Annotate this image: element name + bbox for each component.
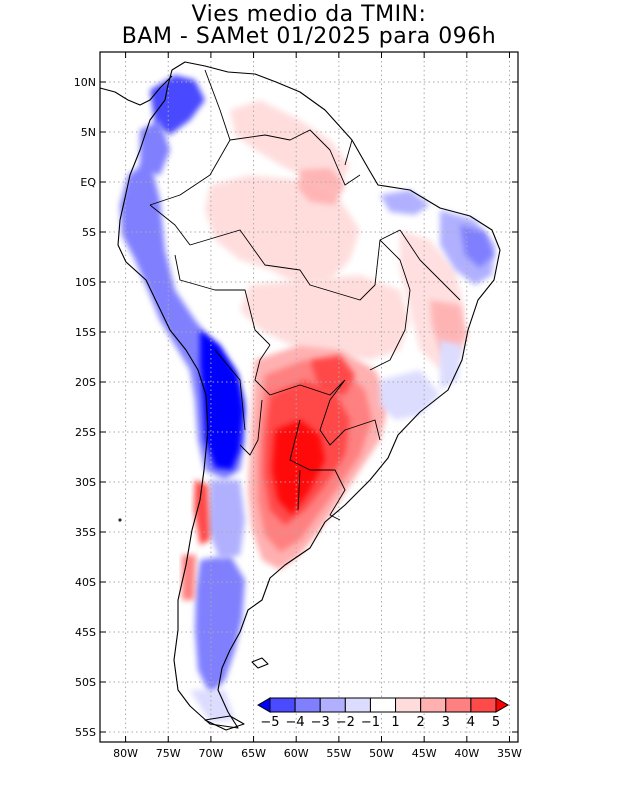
lat-tick-label: 15S bbox=[75, 326, 96, 339]
lat-tick-label: 5N bbox=[81, 126, 96, 139]
lat-tick-label: 10N bbox=[74, 76, 96, 89]
colorbar-label: 1 bbox=[391, 715, 399, 730]
lon-tick-label: 60W bbox=[284, 747, 309, 760]
lon-tick-label: 80W bbox=[113, 747, 138, 760]
colorbar-label: 3 bbox=[442, 715, 450, 730]
lat-tick-label: 30S bbox=[75, 476, 96, 489]
coastline-and-borders bbox=[99, 61, 501, 731]
colorbar-label: 4 bbox=[467, 715, 475, 730]
colorbar-arrow-high bbox=[495, 697, 509, 713]
lon-tick-label: 70W bbox=[198, 747, 223, 760]
bias-field bbox=[118, 62, 500, 728]
plot-frame bbox=[99, 51, 519, 743]
lat-tick-label: 50S bbox=[75, 676, 96, 689]
colorbar-box bbox=[319, 697, 346, 713]
map-title-line-1: Vies medio da TMIN: bbox=[191, 2, 427, 27]
colorbar-box bbox=[269, 697, 296, 713]
small-island bbox=[118, 518, 122, 522]
colorbar-label: −3 bbox=[311, 715, 330, 730]
country-borders bbox=[149, 69, 461, 521]
lat-tick-label: 40S bbox=[75, 576, 96, 589]
lat-tick-label: 5S bbox=[82, 226, 96, 239]
colorbar-label: −2 bbox=[336, 715, 355, 730]
lon-tick-label: 65W bbox=[241, 747, 266, 760]
lon-tick-label: 35W bbox=[497, 747, 522, 760]
tierra-del-fuego bbox=[204, 715, 245, 731]
coastline bbox=[117, 61, 501, 729]
colorbar-box bbox=[470, 697, 497, 713]
colorbar-label: −4 bbox=[286, 715, 305, 730]
colorbar-box bbox=[420, 697, 447, 713]
lat-tick-label: 45S bbox=[75, 626, 96, 639]
colorbar-box bbox=[445, 697, 472, 713]
lat-tick-label: 25S bbox=[75, 426, 96, 439]
lon-tick-label: 50W bbox=[369, 747, 394, 760]
lat-tick-label: 20S bbox=[75, 376, 96, 389]
lat-tick-label: 55S bbox=[75, 726, 96, 739]
colorbar-label: −5 bbox=[260, 715, 279, 730]
central-america-coast bbox=[99, 75, 173, 106]
lon-tick-label: 55W bbox=[326, 747, 351, 760]
lon-tick-label: 40W bbox=[454, 747, 479, 760]
colorbar-box bbox=[294, 697, 321, 713]
lat-tick-label: 10S bbox=[75, 276, 96, 289]
colorbar: −5 −4 −3 −2 −1 1 2 3 4 5 bbox=[257, 697, 509, 730]
lon-tick-label: 45W bbox=[412, 747, 437, 760]
colorbar-box bbox=[395, 697, 422, 713]
lat-tick-label: EQ bbox=[80, 176, 96, 189]
colorbar-arrow-low bbox=[257, 697, 271, 713]
colorbar-label: −1 bbox=[361, 715, 380, 730]
axis-ticks: 80W 75W 70W 65W 60W 55W 50W 45W 40W 35W 10N 5N EQ 5S 1… bbox=[74, 52, 522, 760]
lat-tick-label: 35S bbox=[75, 526, 96, 539]
lon-tick-label: 75W bbox=[156, 747, 181, 760]
colorbar-box bbox=[369, 697, 397, 713]
colorbar-label: 2 bbox=[417, 715, 425, 730]
falklands bbox=[251, 657, 269, 669]
colorbar-box bbox=[344, 697, 371, 713]
colorbar-label: 5 bbox=[492, 715, 500, 730]
map-title-line-2: BAM - SAMet 01/2025 para 096h bbox=[121, 24, 497, 49]
